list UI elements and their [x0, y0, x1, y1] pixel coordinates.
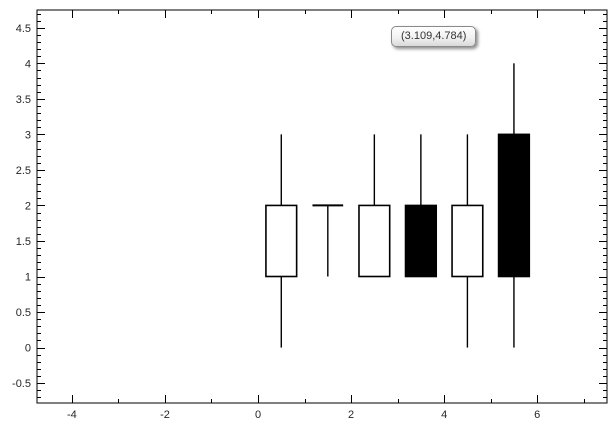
svg-text:-2: -2	[160, 409, 170, 421]
svg-text:2.5: 2.5	[16, 165, 31, 177]
svg-text:1: 1	[25, 272, 31, 284]
svg-text:2: 2	[25, 200, 31, 212]
svg-text:-4: -4	[67, 409, 77, 421]
svg-text:2: 2	[348, 409, 354, 421]
svg-text:-0.5: -0.5	[12, 378, 31, 390]
tooltip: (3.109,4.784)	[391, 26, 477, 47]
svg-text:1.5: 1.5	[16, 236, 31, 248]
svg-text:3.5: 3.5	[16, 94, 31, 106]
svg-text:6: 6	[534, 409, 540, 421]
tooltip-text: (3.109,4.784)	[401, 30, 467, 42]
svg-text:0: 0	[25, 343, 31, 355]
svg-text:4: 4	[441, 409, 447, 421]
svg-text:4: 4	[25, 58, 31, 70]
svg-text:4.5: 4.5	[16, 23, 31, 35]
svg-text:0: 0	[255, 409, 261, 421]
svg-text:0.5: 0.5	[16, 307, 31, 319]
svg-text:3: 3	[25, 129, 31, 141]
